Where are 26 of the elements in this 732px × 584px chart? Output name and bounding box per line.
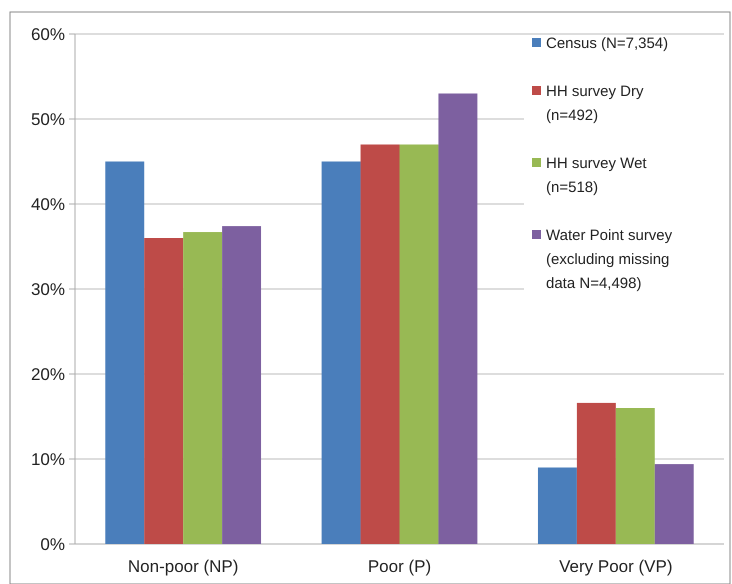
bar [400, 144, 438, 544]
bar [105, 162, 144, 544]
y-tick-label: 20% [30, 364, 65, 384]
y-tick-label: 0% [40, 534, 65, 554]
y-tick-label: 40% [30, 194, 65, 214]
y-tick-label: 50% [30, 110, 65, 129]
y-tick-label: 30% [30, 280, 65, 299]
bar [654, 464, 694, 544]
bar [576, 402, 616, 544]
bar [360, 144, 400, 544]
x-tick-label: Very Poor (VP) [559, 557, 673, 576]
legend-label: Census (N=7,354) [546, 35, 668, 52]
legend-label: HH survey Dry (n=492) [546, 83, 644, 124]
x-tick-label: Non-poor (NP) [128, 557, 238, 576]
bar [438, 94, 478, 544]
bar [322, 162, 361, 544]
legend-label: Water Point survey (excluding missing data N=4,498) [546, 227, 673, 292]
x-tick-label: Poor (P) [368, 557, 432, 576]
bar [222, 226, 262, 544]
bar [183, 232, 222, 544]
bar [538, 468, 577, 544]
y-tick-label: 10% [30, 450, 65, 469]
legend-label: HH survey Wet (n=518) [546, 155, 648, 196]
bar [616, 408, 655, 544]
y-tick-label: 60% [30, 24, 65, 44]
bar [144, 238, 184, 544]
